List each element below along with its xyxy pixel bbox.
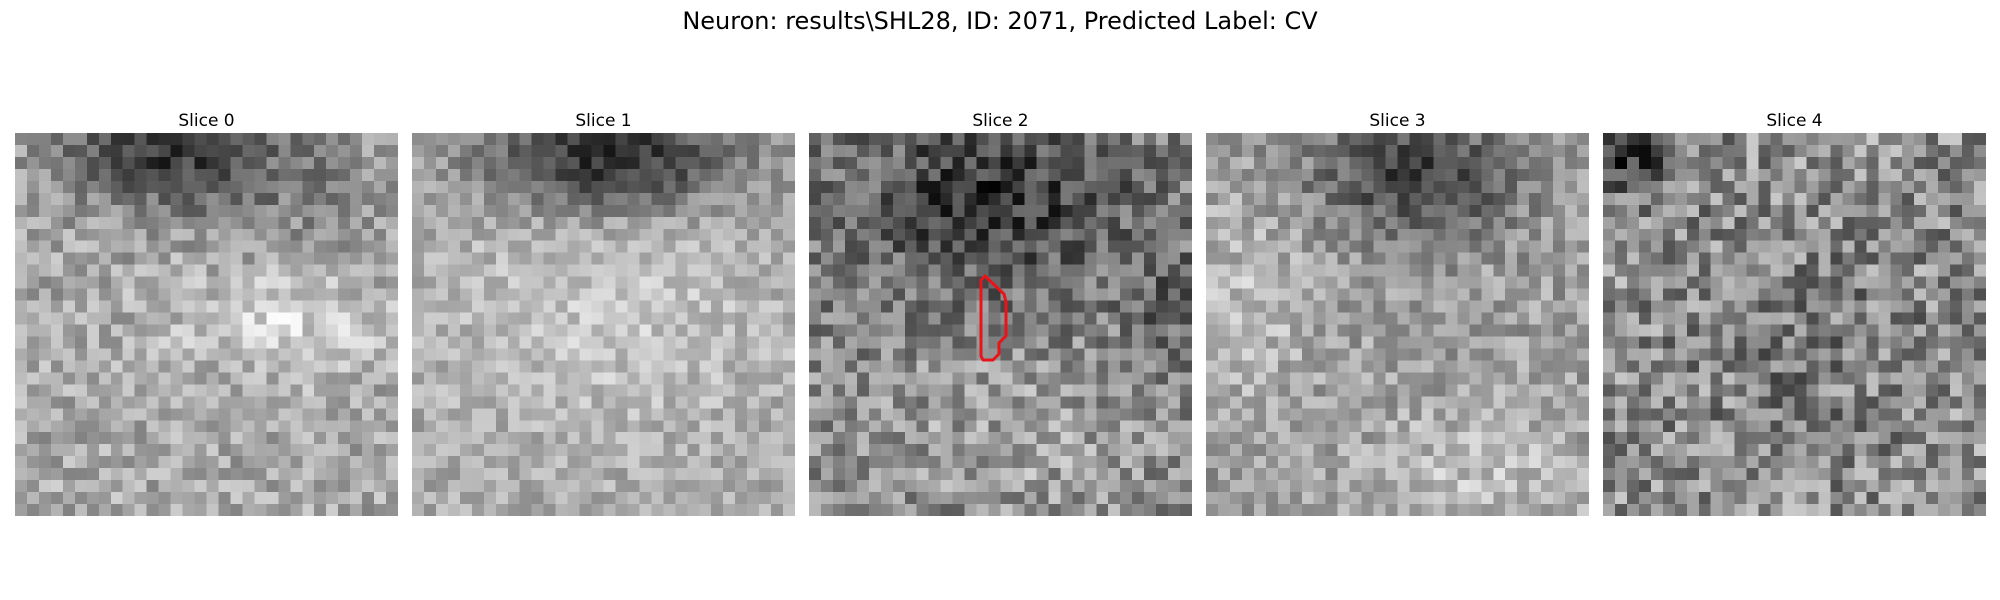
slice-2-title: Slice 2	[972, 111, 1029, 131]
slice-1-title: Slice 1	[575, 111, 632, 131]
slice-2-image	[809, 133, 1192, 516]
slice-3-image	[1206, 133, 1589, 516]
slice-0-title: Slice 0	[178, 111, 235, 131]
slice-4-title: Slice 4	[1766, 111, 1823, 131]
slice-3-title: Slice 3	[1369, 111, 1426, 131]
slice-1-image	[412, 133, 795, 516]
slice-2-outline	[979, 274, 1008, 362]
figure-title: Neuron: results\SHL28, ID: 2071, Predict…	[682, 7, 1318, 35]
slice-4-image	[1603, 133, 1986, 516]
slice-0-image	[15, 133, 398, 516]
